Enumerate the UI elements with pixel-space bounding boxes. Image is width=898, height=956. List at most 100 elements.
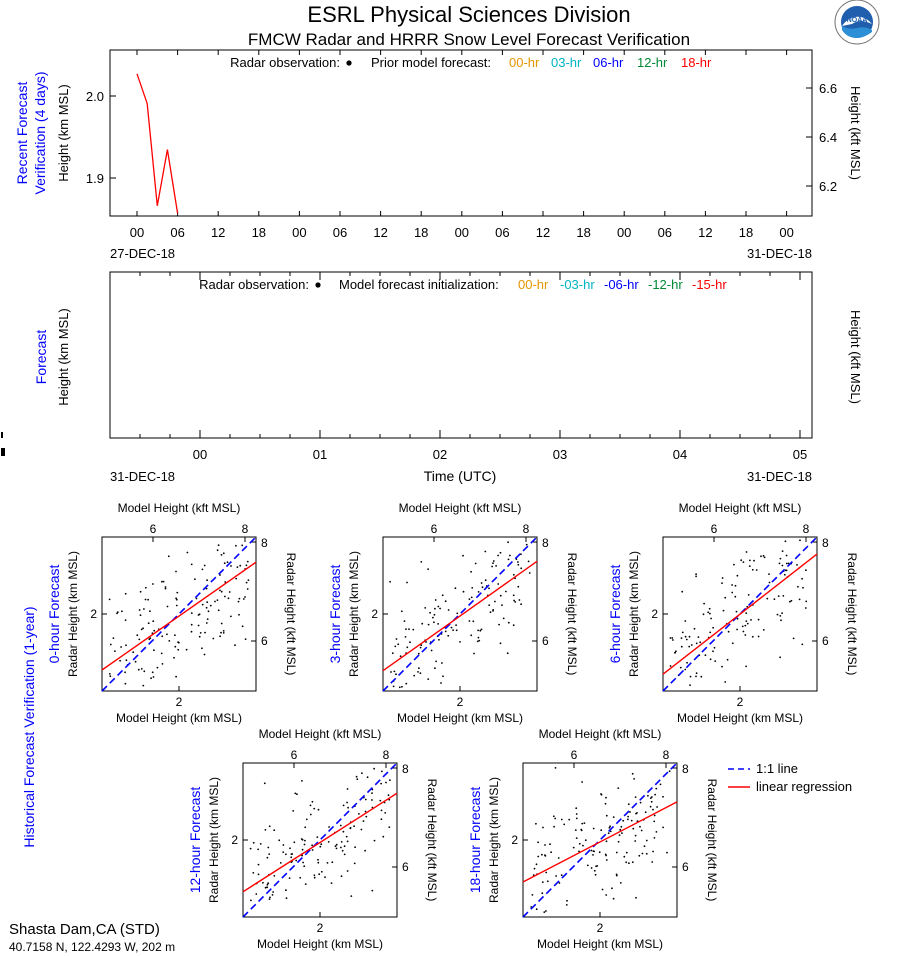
scatter-point bbox=[144, 586, 147, 589]
scatter-point bbox=[733, 563, 735, 566]
legend-regression-label: linear regression bbox=[756, 779, 852, 794]
scatter-top-tick: 8 bbox=[383, 748, 390, 762]
scatter-point bbox=[151, 671, 154, 674]
scatter-point bbox=[695, 675, 697, 678]
scatter-point bbox=[400, 610, 403, 613]
scatter-point bbox=[177, 641, 180, 644]
scatter-point bbox=[621, 832, 623, 834]
scatter-point bbox=[649, 797, 652, 799]
scatter-point bbox=[450, 626, 453, 629]
scatter-point bbox=[342, 830, 345, 833]
recent-xtick-label: 18 bbox=[414, 225, 428, 240]
scatter-point bbox=[199, 632, 202, 634]
scatter-point bbox=[745, 665, 747, 668]
scatter-point bbox=[398, 686, 401, 689]
scatter-point bbox=[395, 673, 397, 676]
scatter-point bbox=[689, 684, 691, 686]
scatter-point bbox=[224, 595, 226, 598]
scatter-left-axis-label: Radar Height (km MSL) bbox=[627, 551, 641, 677]
scatter-point bbox=[268, 898, 271, 900]
scatter-point bbox=[167, 555, 170, 558]
scatter-point bbox=[780, 619, 782, 622]
scatter-point bbox=[320, 870, 323, 873]
scatter-point bbox=[586, 864, 589, 867]
scatter-point bbox=[250, 899, 252, 902]
forecast-date-end: 31-DEC-18 bbox=[747, 469, 812, 484]
scatter-point bbox=[484, 579, 487, 582]
forecast-ylabel-left: Height (km MSL) bbox=[56, 308, 71, 406]
scatter-point bbox=[722, 609, 725, 612]
scatter-point bbox=[138, 609, 141, 611]
scatter-point bbox=[741, 625, 744, 628]
scatter-point bbox=[651, 861, 654, 863]
scatter-point bbox=[399, 655, 402, 658]
scatter-point bbox=[201, 603, 204, 606]
scatter-point bbox=[429, 611, 431, 614]
edge-mark bbox=[1, 448, 5, 456]
scatter-point bbox=[675, 650, 677, 653]
scatter-point bbox=[380, 809, 383, 812]
scatter-point bbox=[205, 587, 208, 590]
scatter-point bbox=[623, 855, 626, 858]
scatter-point bbox=[721, 577, 724, 579]
scatter-point bbox=[435, 660, 437, 663]
scatter-point bbox=[223, 562, 226, 565]
scatter-top-axis-label: Model Height (kft MSL) bbox=[118, 501, 241, 515]
scatter-point bbox=[695, 672, 698, 675]
scatter-point bbox=[238, 613, 240, 616]
scatter-point bbox=[317, 858, 319, 861]
scatter-point bbox=[439, 607, 441, 610]
scatter-point bbox=[632, 827, 635, 830]
scatter-point bbox=[680, 645, 683, 648]
scatter-point bbox=[480, 628, 483, 631]
scatter-point bbox=[631, 772, 634, 775]
scatter-point bbox=[427, 568, 429, 570]
scatter-point bbox=[714, 660, 717, 662]
scatter-point bbox=[205, 622, 208, 624]
scatter-point bbox=[708, 607, 711, 610]
scatter-point bbox=[494, 600, 496, 603]
scatter-point bbox=[373, 839, 376, 842]
scatter-point bbox=[387, 794, 390, 797]
scatter-point bbox=[688, 645, 691, 648]
scatter-point bbox=[459, 641, 461, 643]
scatter-point bbox=[766, 597, 769, 600]
scatter-point bbox=[462, 590, 465, 593]
recent-legend-06hr: 06-hr bbox=[593, 55, 624, 70]
scatter-point bbox=[472, 620, 475, 623]
scatter-point bbox=[653, 837, 656, 839]
regression-line bbox=[242, 792, 398, 893]
scatter-right-axis-label: Radar Height (kft MSL) bbox=[425, 779, 439, 902]
figure-subtitle: FMCW Radar and HRRR Snow Level Forecast … bbox=[248, 30, 690, 49]
scatter-point bbox=[581, 822, 584, 825]
scatter-point bbox=[263, 782, 266, 785]
scatter-point bbox=[492, 560, 495, 562]
scatter-point bbox=[709, 658, 712, 661]
scatter-point bbox=[340, 841, 343, 843]
scatter-point bbox=[518, 599, 521, 601]
scatter-point bbox=[740, 559, 743, 562]
scatter-point bbox=[704, 654, 707, 657]
scatter-point bbox=[296, 793, 298, 796]
scatter-point bbox=[736, 617, 739, 620]
scatter-point bbox=[702, 613, 705, 616]
scatter-point bbox=[418, 667, 420, 670]
scatter-point bbox=[142, 684, 145, 687]
scatter-point bbox=[544, 844, 546, 846]
scatter-point bbox=[513, 599, 515, 602]
scatter-bottom-tick: 2 bbox=[737, 695, 744, 709]
scatter-point bbox=[190, 563, 193, 566]
one-to-one-line bbox=[242, 762, 398, 918]
scatter-point bbox=[619, 882, 622, 884]
scatter-point bbox=[620, 825, 623, 828]
recent-ytick-right: 6.4 bbox=[819, 130, 837, 145]
scatter-point bbox=[142, 627, 145, 630]
scatter-point bbox=[659, 783, 662, 786]
recent-xtick-label: 00 bbox=[617, 225, 631, 240]
scatter-point bbox=[506, 652, 509, 655]
scatter-point bbox=[421, 622, 424, 625]
scatter-point bbox=[190, 623, 193, 626]
scatter-point bbox=[751, 635, 754, 638]
